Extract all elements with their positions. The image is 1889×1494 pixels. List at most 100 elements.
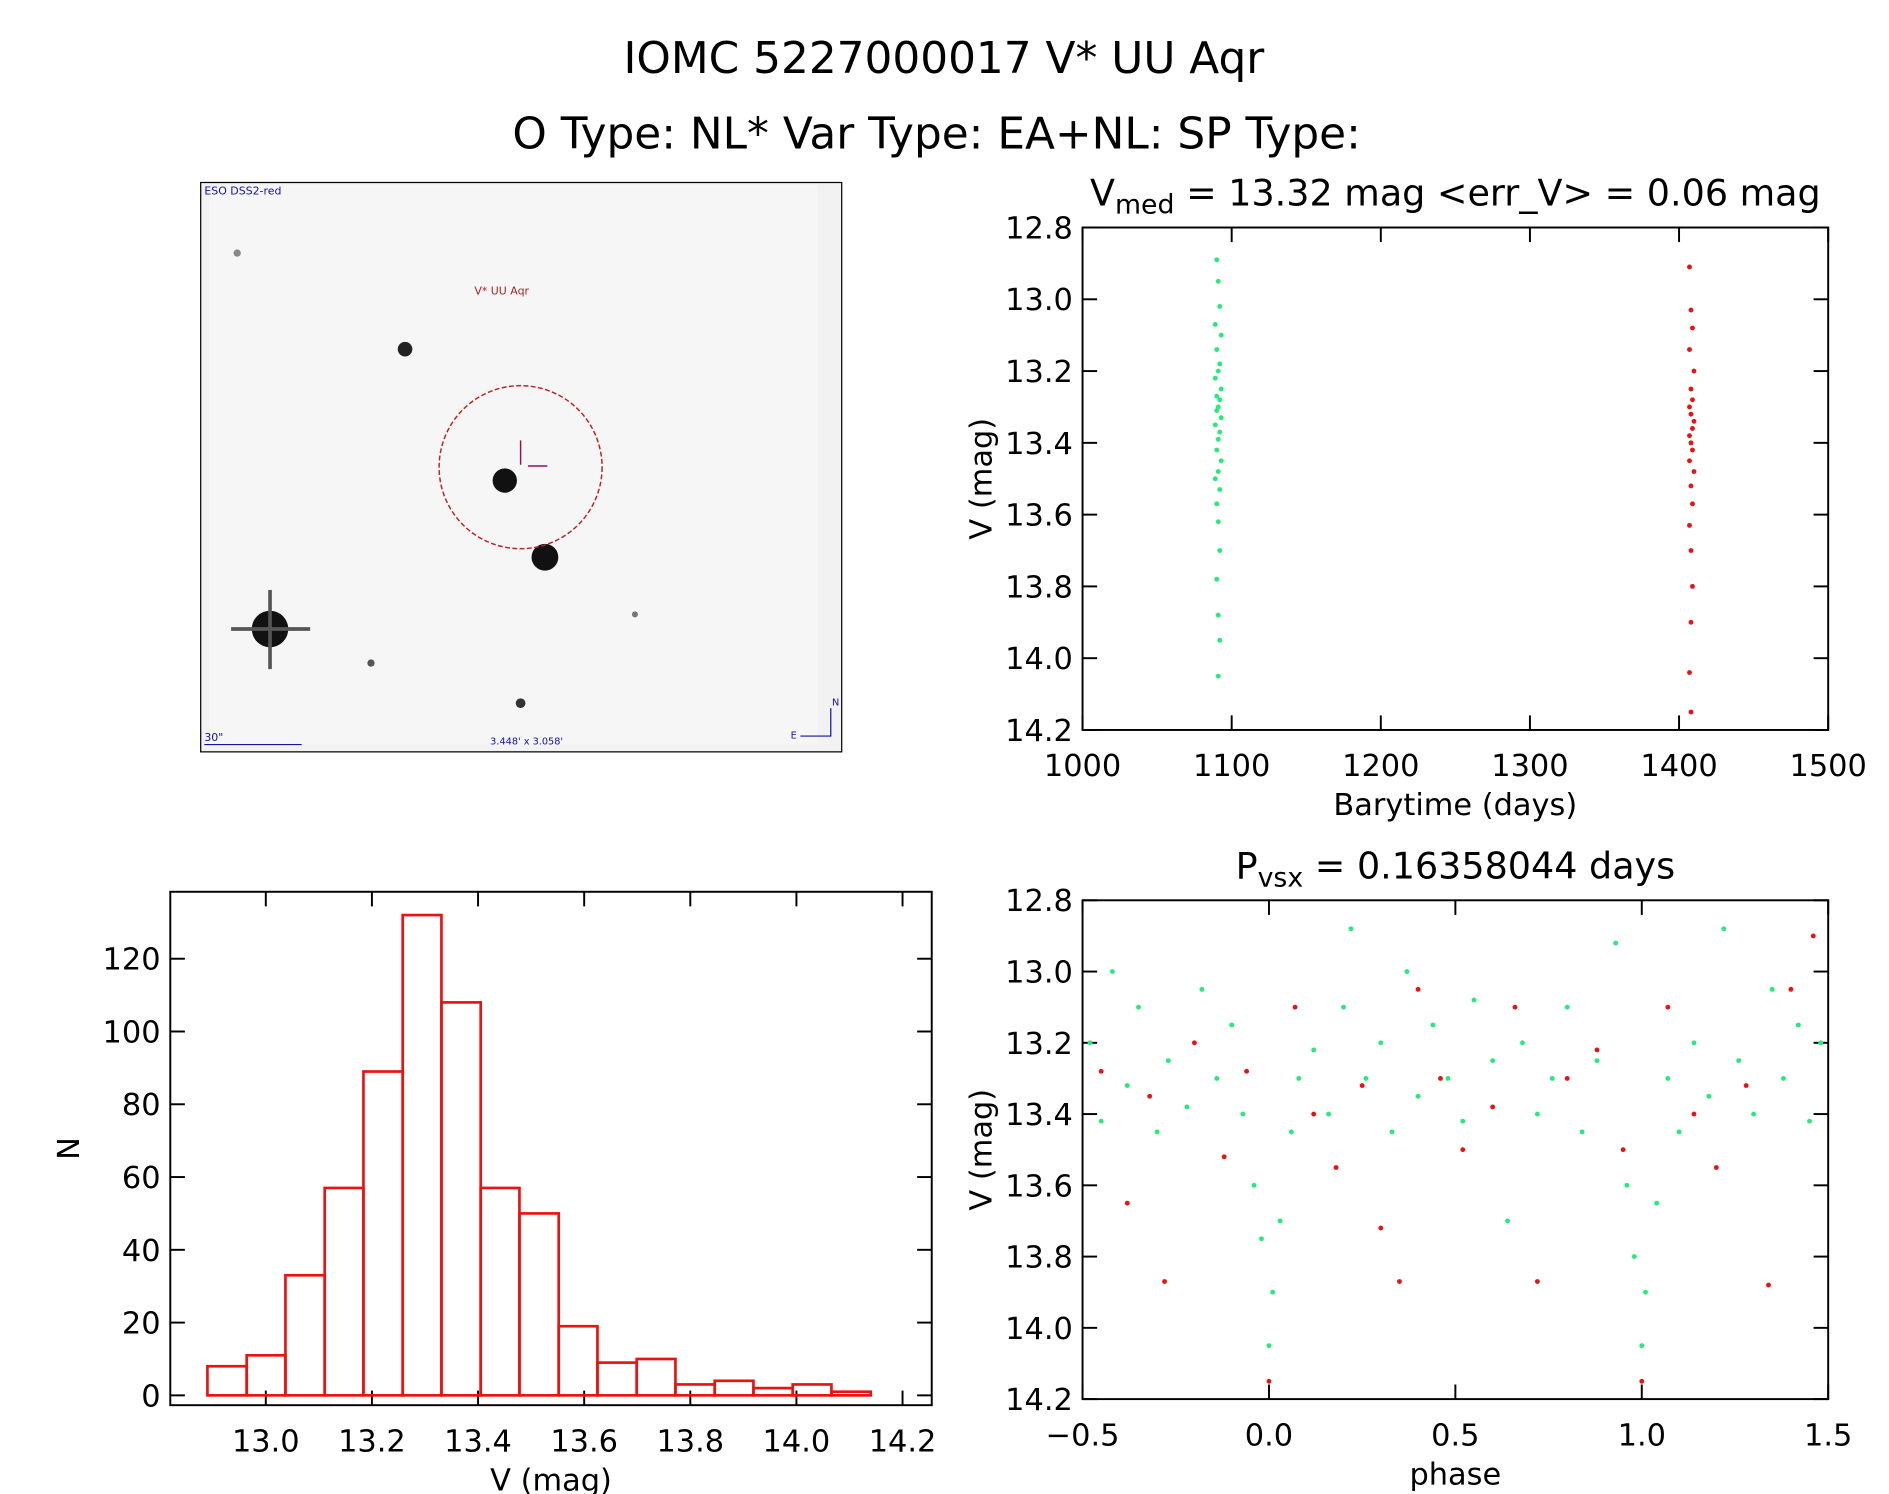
finder-field	[209, 184, 818, 745]
data-point	[1217, 361, 1223, 367]
chart-title-part: = 0.16358044 days	[1303, 844, 1675, 887]
data-point	[1643, 1289, 1648, 1295]
data-point	[1214, 447, 1220, 453]
data-point	[1277, 1218, 1283, 1224]
data-point	[1191, 1040, 1197, 1046]
x-tick-label: 1300	[1491, 749, 1568, 784]
data-point	[1631, 1254, 1637, 1260]
figure-subtitle: O Type: NL* Var Type: EA+NL: SP Type:	[512, 108, 1361, 159]
data-point	[1215, 469, 1221, 474]
star	[233, 249, 241, 257]
data-point	[1690, 583, 1695, 589]
data-point	[1676, 1129, 1682, 1135]
data-point	[1341, 1004, 1346, 1010]
data-point	[1154, 1129, 1160, 1135]
data-point	[1212, 422, 1218, 428]
data-point	[1613, 940, 1619, 946]
x-tick-label: 1100	[1193, 749, 1270, 784]
data-point	[1687, 404, 1692, 410]
data-point	[1687, 670, 1692, 675]
y-tick-label: 120	[103, 943, 161, 978]
data-point	[1788, 986, 1794, 992]
histogram-bar	[830, 1390, 873, 1397]
x-axis-label: Barytime (days)	[1333, 788, 1577, 823]
x-axis-label: V (mag)	[490, 1463, 612, 1494]
data-point	[1687, 458, 1692, 464]
data-point	[1215, 673, 1221, 679]
compass	[800, 708, 832, 737]
data-point	[1460, 1147, 1466, 1153]
y-tick-label: 14.2	[1005, 1383, 1073, 1418]
data-point	[1218, 458, 1224, 464]
x-tick-label: 13.0	[232, 1424, 300, 1459]
data-point	[1490, 1058, 1496, 1064]
star	[492, 468, 517, 493]
data-point	[1687, 433, 1692, 439]
data-point	[1415, 1093, 1421, 1099]
y-tick-label: 12.8	[1005, 884, 1073, 919]
y-tick-label: 13.6	[1005, 1169, 1073, 1204]
data-point	[1259, 1236, 1264, 1242]
chart-title-part: vsx	[1258, 862, 1304, 893]
data-point	[1624, 1182, 1630, 1188]
data-point	[1240, 1111, 1246, 1117]
data-point	[1288, 1129, 1294, 1135]
star	[397, 341, 413, 357]
finder-north: N	[832, 698, 839, 709]
data-point	[1810, 933, 1816, 939]
histogram-bar	[401, 913, 443, 1397]
histogram-bar	[596, 1361, 639, 1397]
data-point	[1688, 483, 1694, 489]
x-tick-label: 13.6	[550, 1424, 618, 1459]
data-point	[1564, 1004, 1570, 1010]
plot-frame	[169, 890, 933, 1407]
data-point	[1251, 1182, 1257, 1188]
data-point	[1549, 1076, 1555, 1081]
data-point	[1215, 519, 1221, 525]
data-point	[1217, 637, 1223, 643]
data-point	[1098, 1068, 1104, 1074]
data-point	[1217, 487, 1223, 492]
data-point	[1215, 612, 1221, 618]
data-point	[1270, 1289, 1276, 1295]
data-point	[1691, 1111, 1697, 1117]
x-tick-label: 13.2	[338, 1424, 406, 1459]
data-point	[1326, 1111, 1332, 1117]
histogram-bar	[245, 1353, 287, 1397]
data-point	[1691, 368, 1697, 374]
data-point	[1490, 1104, 1496, 1110]
data-point	[1688, 386, 1694, 392]
data-point	[1296, 1076, 1302, 1081]
data-point	[1445, 1076, 1451, 1081]
data-point	[1781, 1076, 1786, 1081]
data-point	[1688, 440, 1694, 446]
histogram-bar	[284, 1273, 327, 1397]
star	[631, 611, 638, 618]
y-tick-label: 13.2	[1005, 1027, 1073, 1062]
chart-title-part: P	[1236, 844, 1258, 887]
data-point	[1654, 1200, 1660, 1206]
data-point	[1218, 386, 1224, 392]
data-point	[1218, 415, 1224, 421]
x-tick-label: −0.5	[1046, 1418, 1120, 1453]
data-point	[1818, 1040, 1824, 1046]
data-point	[1215, 368, 1221, 374]
histogram-bar	[362, 1070, 405, 1397]
y-tick-label: 60	[122, 1161, 161, 1196]
data-point	[1214, 393, 1220, 399]
data-point	[1404, 969, 1410, 974]
data-point	[1691, 418, 1697, 424]
x-tick-label: 14.2	[869, 1424, 937, 1459]
data-point	[1688, 548, 1694, 553]
data-point	[1512, 1004, 1518, 1010]
star	[515, 698, 526, 709]
data-point	[1217, 397, 1223, 403]
data-point	[1311, 1047, 1317, 1053]
x-tick-label: 14.0	[763, 1424, 831, 1459]
chart-title-part: med	[1115, 190, 1174, 221]
data-point	[1713, 1165, 1719, 1170]
data-point	[1266, 1343, 1272, 1349]
histogram-bar	[206, 1364, 249, 1397]
data-point	[1199, 986, 1205, 992]
y-tick-label: 13.4	[1005, 1098, 1073, 1133]
